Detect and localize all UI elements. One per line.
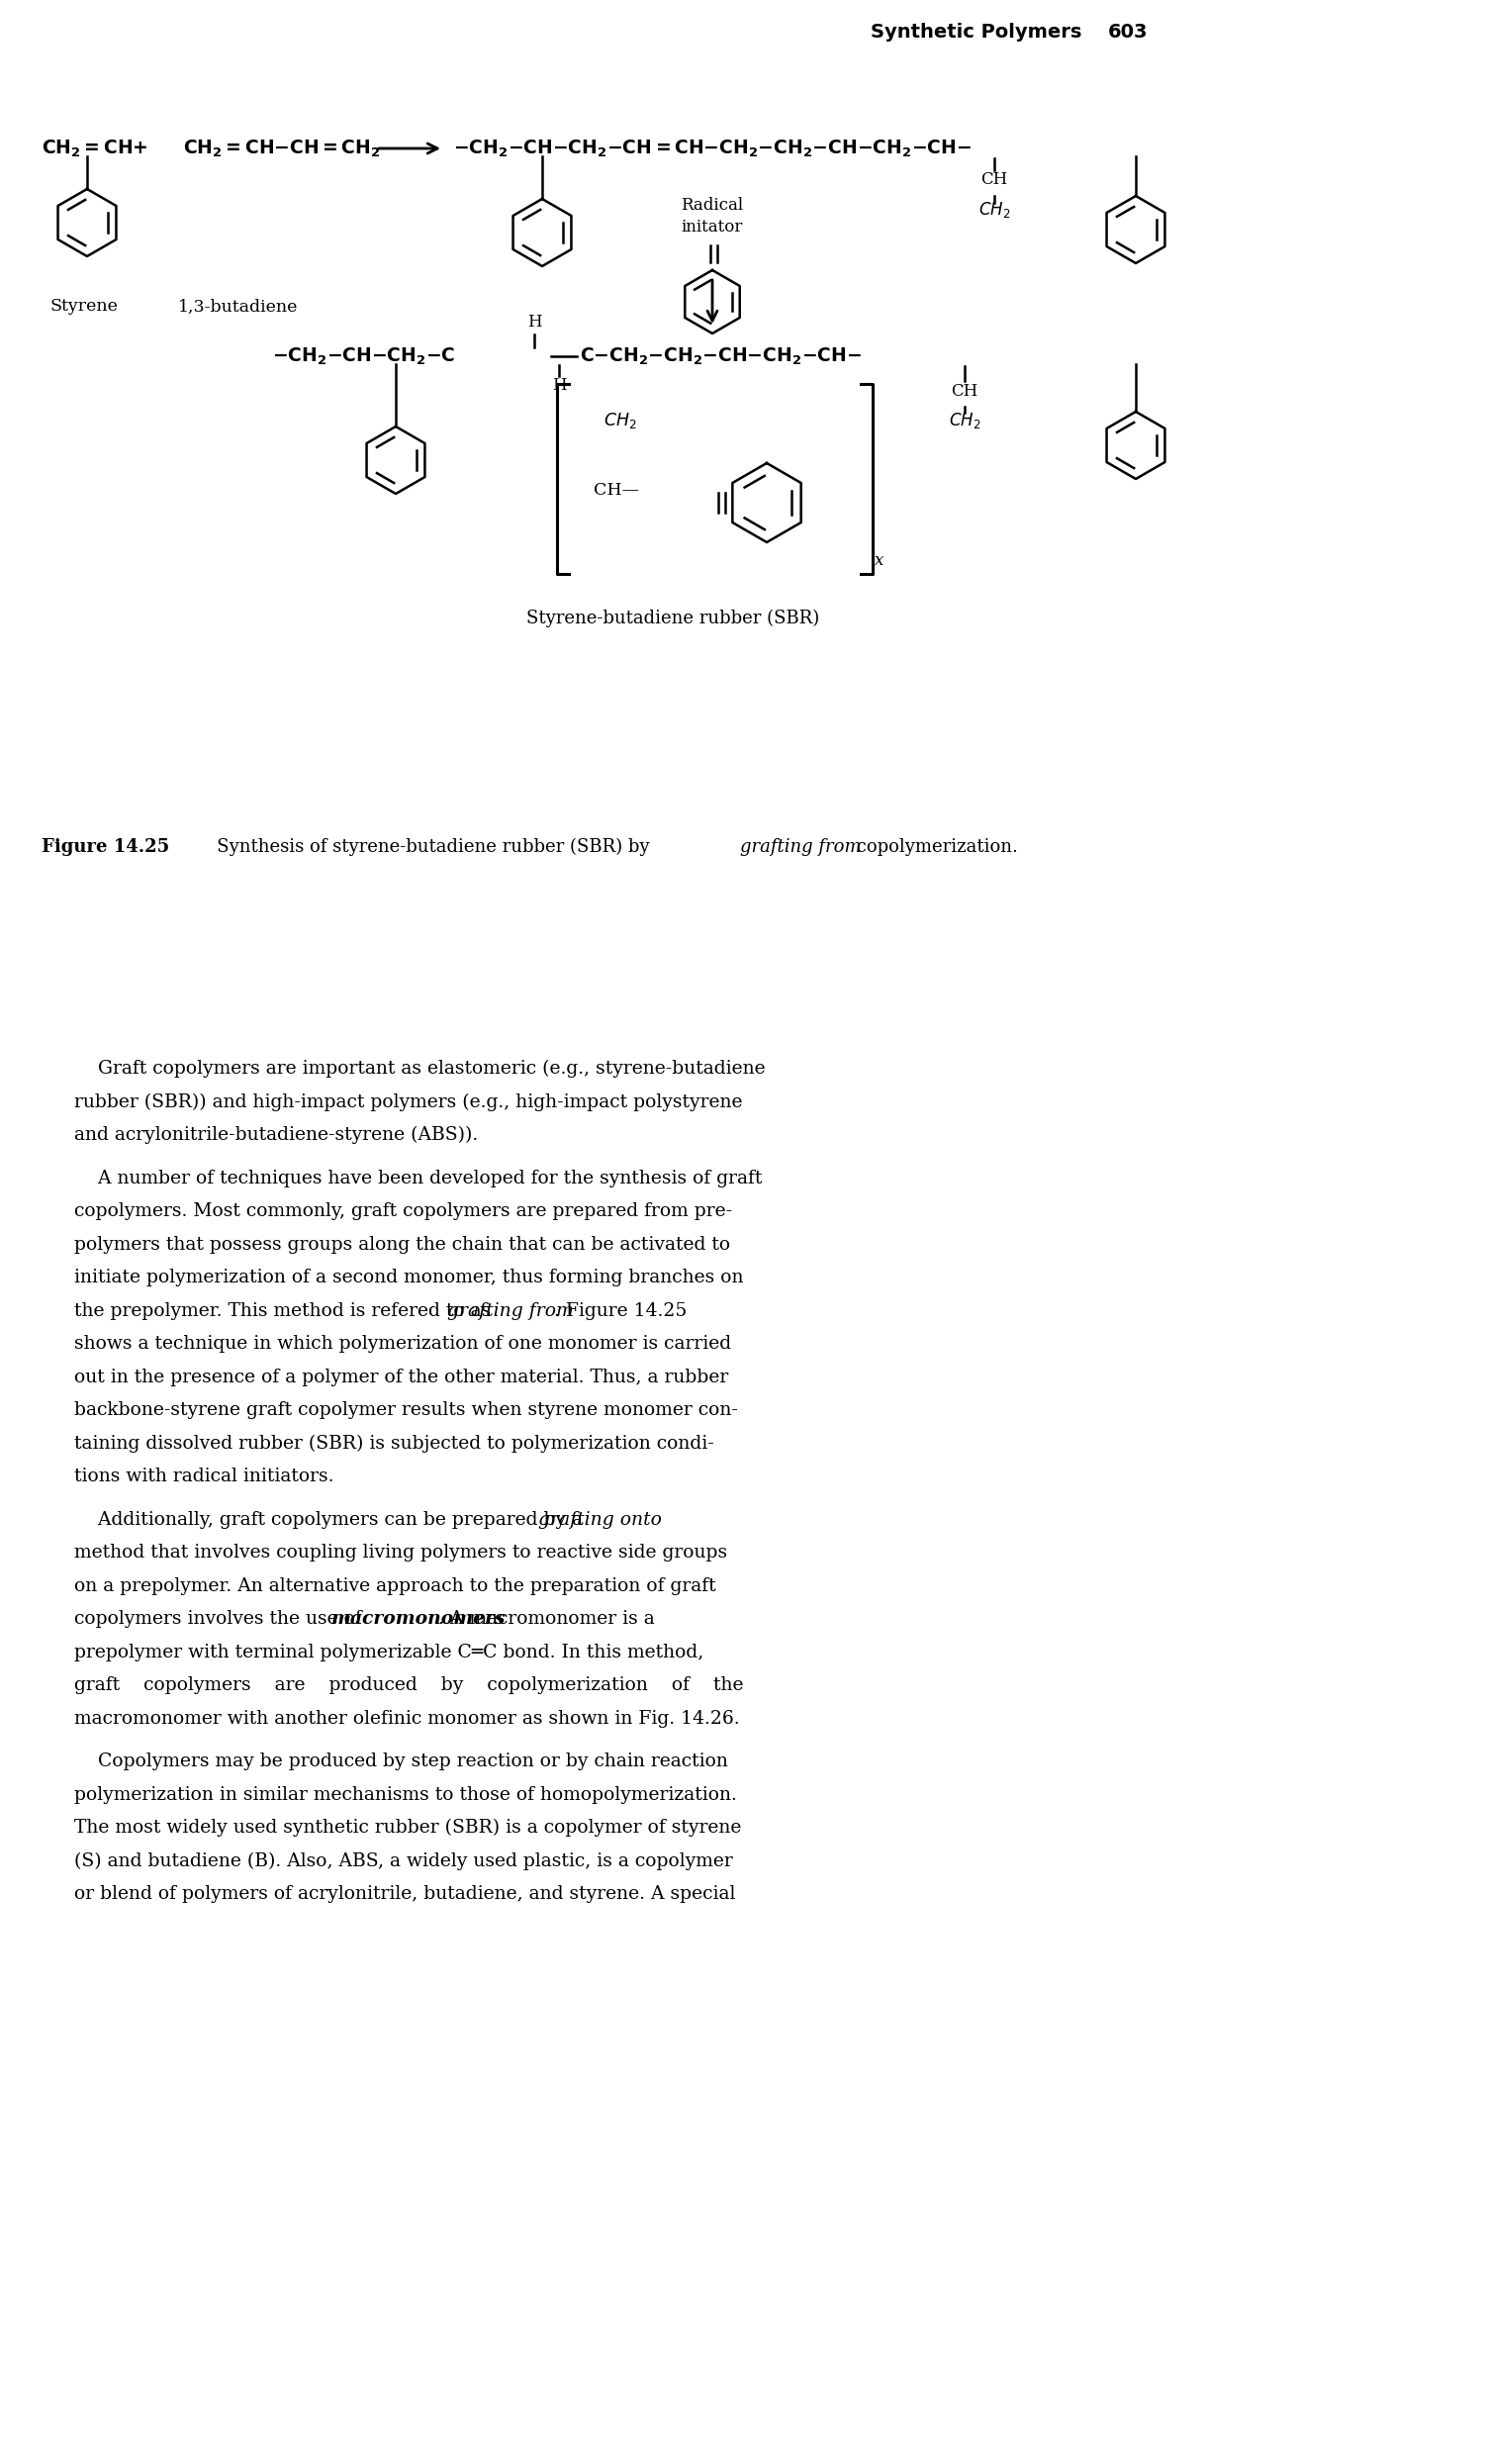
Text: H: H bbox=[551, 377, 566, 394]
Text: prepolymer with terminal polymerizable C═C bond. In this method,: prepolymer with terminal polymerizable C… bbox=[74, 1643, 704, 1661]
Text: Additionally, graft copolymers can be prepared by a: Additionally, graft copolymers can be pr… bbox=[74, 1510, 588, 1528]
Text: $\mathbf{{-}CH_2{-}CH{-}CH_2{-}C}$: $\mathbf{{-}CH_2{-}CH{-}CH_2{-}C}$ bbox=[272, 345, 456, 367]
Text: macromonomer with another olefinic monomer as shown in Fig. 14.26.: macromonomer with another olefinic monom… bbox=[74, 1710, 740, 1727]
Text: initiate polymerization of a second monomer, thus forming branches on: initiate polymerization of a second mono… bbox=[74, 1269, 743, 1286]
Text: Radical: Radical bbox=[681, 197, 743, 214]
Text: A number of techniques have been developed for the synthesis of graft: A number of techniques have been develop… bbox=[74, 1170, 762, 1188]
Text: Synthetic Polymers: Synthetic Polymers bbox=[871, 22, 1082, 42]
Text: CH—: CH— bbox=[593, 480, 639, 498]
Text: $CH_2$: $CH_2$ bbox=[948, 411, 981, 431]
Text: the prepolymer. This method is refered to as: the prepolymer. This method is refered t… bbox=[74, 1301, 496, 1321]
Text: grafting from: grafting from bbox=[740, 838, 862, 855]
Text: grafting from: grafting from bbox=[447, 1301, 574, 1321]
Text: tions with radical initiators.: tions with radical initiators. bbox=[74, 1469, 334, 1486]
Text: $CH_2$: $CH_2$ bbox=[603, 411, 637, 431]
Text: 603: 603 bbox=[1109, 22, 1149, 42]
Text: $\mathbf{CH_2{=}CH{-}CH{=}CH_2}$: $\mathbf{CH_2{=}CH{-}CH{=}CH_2}$ bbox=[183, 138, 380, 160]
Text: x: x bbox=[875, 552, 884, 569]
Text: Styrene-butadiene rubber (SBR): Styrene-butadiene rubber (SBR) bbox=[526, 609, 819, 628]
Text: (S) and butadiene (B). Also, ABS, a widely used plastic, is a copolymer: (S) and butadiene (B). Also, ABS, a wide… bbox=[74, 1853, 733, 1870]
Text: CH: CH bbox=[981, 172, 1008, 190]
Text: taining dissolved rubber (SBR) is subjected to polymerization condi-: taining dissolved rubber (SBR) is subjec… bbox=[74, 1434, 715, 1451]
Text: $\mathbf{C{-}CH_2{-}CH_2{-}CH{-}CH_2{-}CH{-}}$: $\mathbf{C{-}CH_2{-}CH_2{-}CH{-}CH_2{-}C… bbox=[580, 345, 862, 367]
Text: rubber (SBR)) and high-impact polymers (e.g., high-impact polystyrene: rubber (SBR)) and high-impact polymers (… bbox=[74, 1094, 743, 1111]
Text: copolymerization.: copolymerization. bbox=[851, 838, 1018, 855]
Text: method that involves coupling living polymers to reactive side groups: method that involves coupling living pol… bbox=[74, 1545, 727, 1562]
Text: out in the presence of a polymer of the other material. Thus, a rubber: out in the presence of a polymer of the … bbox=[74, 1368, 728, 1385]
Text: shows a technique in which polymerization of one monomer is carried: shows a technique in which polymerizatio… bbox=[74, 1335, 731, 1353]
Text: Figure 14.25: Figure 14.25 bbox=[42, 838, 169, 855]
Text: copolymers. Most commonly, graft copolymers are prepared from pre-: copolymers. Most commonly, graft copolym… bbox=[74, 1202, 733, 1220]
Text: $\mathbf{CH_2{=}CH{+}}$: $\mathbf{CH_2{=}CH{+}}$ bbox=[42, 138, 149, 160]
Text: . Figure 14.25: . Figure 14.25 bbox=[554, 1301, 688, 1321]
Text: Copolymers may be produced by step reaction or by chain reaction: Copolymers may be produced by step react… bbox=[74, 1752, 728, 1772]
Text: graft    copolymers    are    produced    by    copolymerization    of    the: graft copolymers are produced by copolym… bbox=[74, 1676, 743, 1695]
Text: $\mathbf{{-}CH_2{-}CH{-}CH_2{-}CH{=}CH{-}CH_2{-}CH_2{-}CH{-}CH_2{-}CH{-}}$: $\mathbf{{-}CH_2{-}CH{-}CH_2{-}CH{=}CH{-… bbox=[453, 138, 972, 160]
Text: Styrene: Styrene bbox=[49, 298, 117, 315]
Text: macromonomers: macromonomers bbox=[331, 1609, 505, 1629]
Text: and acrylonitrile-butadiene-styrene (ABS)).: and acrylonitrile-butadiene-styrene (ABS… bbox=[74, 1126, 478, 1143]
Text: polymers that possess groups along the chain that can be activated to: polymers that possess groups along the c… bbox=[74, 1234, 730, 1254]
Text: backbone-styrene graft copolymer results when styrene monomer con-: backbone-styrene graft copolymer results… bbox=[74, 1402, 739, 1419]
Text: on a prepolymer. An alternative approach to the preparation of graft: on a prepolymer. An alternative approach… bbox=[74, 1577, 716, 1594]
Text: $CH_2$: $CH_2$ bbox=[978, 200, 1010, 219]
Text: or blend of polymers of acrylonitrile, butadiene, and styrene. A special: or blend of polymers of acrylonitrile, b… bbox=[74, 1885, 736, 1902]
Text: The most widely used synthetic rubber (SBR) is a copolymer of styrene: The most widely used synthetic rubber (S… bbox=[74, 1818, 742, 1836]
Text: . A macromonomer is a: . A macromonomer is a bbox=[438, 1609, 655, 1629]
Text: Synthesis of styrene-butadiene rubber (SBR) by: Synthesis of styrene-butadiene rubber (S… bbox=[199, 838, 655, 855]
Text: polymerization in similar mechanisms to those of homopolymerization.: polymerization in similar mechanisms to … bbox=[74, 1786, 737, 1804]
Text: Graft copolymers are important as elastomeric (e.g., styrene-butadiene: Graft copolymers are important as elasto… bbox=[74, 1060, 765, 1077]
Text: H: H bbox=[528, 315, 541, 330]
Text: 1,3-butadiene: 1,3-butadiene bbox=[178, 298, 299, 315]
Text: copolymers involves the use of: copolymers involves the use of bbox=[74, 1609, 369, 1629]
Text: CH: CH bbox=[951, 382, 978, 399]
Text: grafting onto: grafting onto bbox=[538, 1510, 661, 1528]
Text: initator: initator bbox=[682, 219, 743, 237]
